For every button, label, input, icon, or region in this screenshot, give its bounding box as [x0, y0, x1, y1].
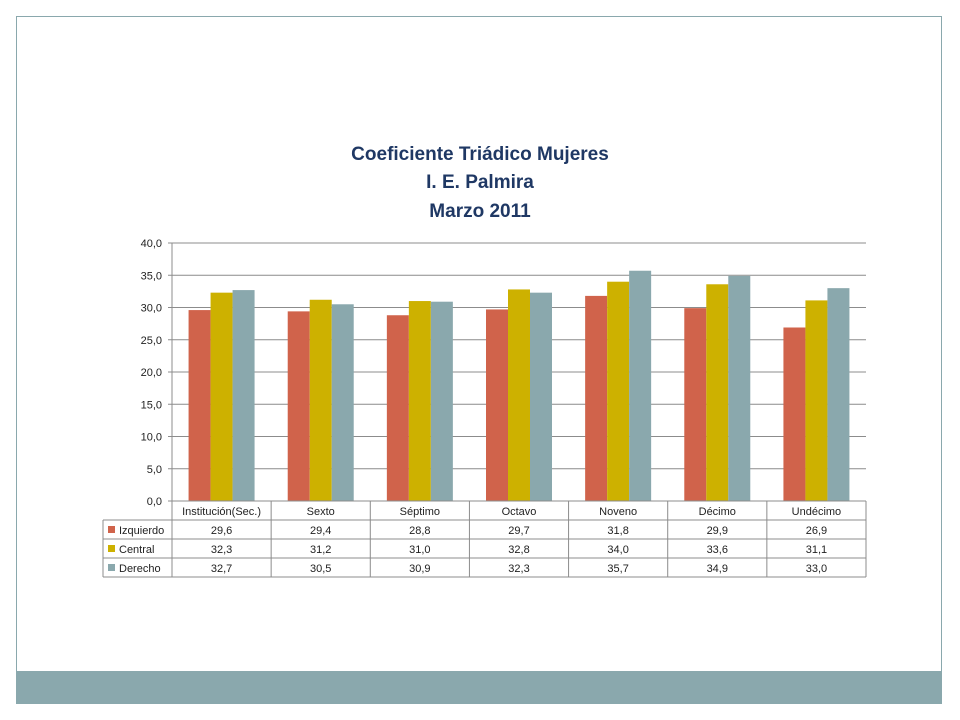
bar-derecho [530, 292, 552, 501]
bar-derecho [331, 304, 354, 501]
bar-central [508, 289, 530, 501]
y-tick-label: 25,0 [141, 335, 162, 347]
bar-central [706, 284, 729, 501]
bar-derecho [232, 290, 255, 501]
x-tick-label: Undécimo [792, 506, 842, 518]
x-tick-label: Décimo [699, 506, 736, 518]
legend-label: Izquierdo [119, 525, 164, 537]
data-label: 31,0 [409, 544, 430, 556]
bar-izquierdo [386, 315, 409, 501]
footer-bar [17, 671, 941, 703]
data-label: 32,3 [211, 544, 232, 556]
y-tick-label: 30,0 [141, 303, 162, 315]
chart-title-line-2: I. E. Palmira [426, 172, 534, 193]
bar-central [408, 301, 431, 501]
bar-central [805, 300, 828, 501]
data-label: 29,7 [508, 525, 529, 537]
x-tick-label: Noveno [599, 506, 637, 518]
data-label: 33,6 [707, 544, 728, 556]
bar-izquierdo [486, 309, 508, 501]
bar-central [309, 299, 332, 501]
legend-label: Central [119, 544, 154, 556]
bar-central [210, 292, 233, 501]
data-label: 35,7 [607, 563, 628, 575]
bar-derecho [430, 301, 453, 501]
bar-derecho [827, 288, 850, 501]
bar-izquierdo [585, 295, 608, 501]
x-tick-label: Séptimo [400, 506, 440, 518]
chart-title-line-3: Marzo 2011 [429, 201, 531, 222]
data-label: 28,8 [409, 525, 430, 537]
y-tick-label: 40,0 [141, 238, 162, 250]
bar-derecho [629, 270, 652, 501]
y-tick-label: 10,0 [141, 432, 162, 444]
legend-key-izquierdo [108, 526, 115, 533]
data-label: 34,0 [607, 544, 628, 556]
data-label: 32,7 [211, 563, 232, 575]
x-tick-label: Sexto [307, 506, 335, 518]
bar-izquierdo [783, 327, 806, 501]
x-tick-label: Institución(Sec.) [182, 506, 261, 518]
y-tick-label: 20,0 [141, 367, 162, 379]
data-label: 29,4 [310, 525, 331, 537]
data-label: 32,3 [508, 563, 529, 575]
data-label: 26,9 [806, 525, 827, 537]
data-label: 33,0 [806, 563, 827, 575]
data-label: 30,5 [310, 563, 331, 575]
legend-label: Derecho [119, 563, 161, 575]
data-label: 34,9 [707, 563, 728, 575]
chart-title-line-1: Coeficiente Triádico Mujeres [351, 144, 609, 165]
data-label: 31,8 [607, 525, 628, 537]
y-tick-label: 5,0 [147, 464, 162, 476]
bar-izquierdo [287, 311, 310, 501]
data-label: 29,9 [707, 525, 728, 537]
bar-central [607, 281, 630, 501]
data-label: 31,2 [310, 544, 331, 556]
y-tick-label: 35,0 [141, 270, 162, 282]
legend-key-central [108, 545, 115, 552]
bar-izquierdo [684, 308, 707, 501]
x-tick-label: Octavo [502, 506, 537, 518]
y-tick-label: 15,0 [141, 399, 162, 411]
data-label: 29,6 [211, 525, 232, 537]
bar-izquierdo [188, 310, 211, 501]
legend-key-derecho [108, 564, 115, 571]
data-label: 32,8 [508, 544, 529, 556]
data-label: 30,9 [409, 563, 430, 575]
data-label: 31,1 [806, 544, 827, 556]
y-tick-label: 0,0 [147, 496, 162, 508]
bar-derecho [728, 275, 751, 501]
